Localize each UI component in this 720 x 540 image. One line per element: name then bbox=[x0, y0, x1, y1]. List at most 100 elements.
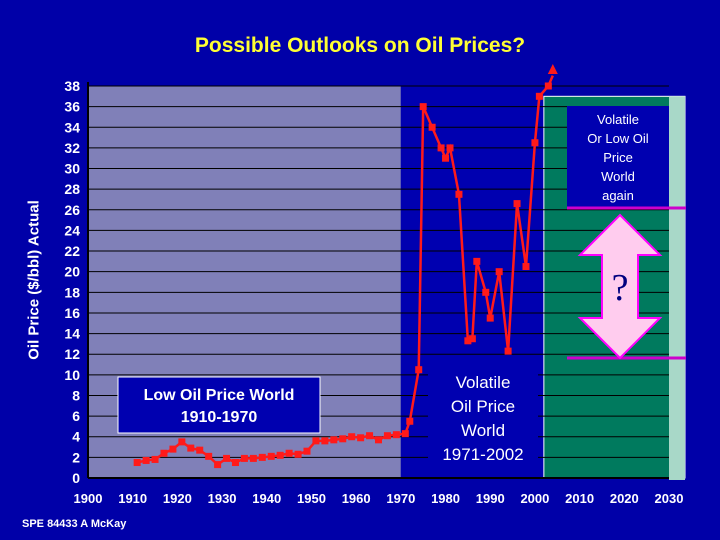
data-point bbox=[544, 82, 552, 90]
future-label-box bbox=[567, 106, 669, 208]
y-tick-label: 30 bbox=[64, 161, 80, 177]
data-point bbox=[415, 366, 423, 374]
x-tick-label: 1940 bbox=[252, 491, 281, 506]
low-oil-label-line2: 1910-1970 bbox=[181, 409, 258, 426]
data-point bbox=[231, 459, 239, 467]
data-point bbox=[294, 450, 302, 458]
x-tick-label: 1970 bbox=[386, 491, 415, 506]
y-tick-label: 36 bbox=[64, 99, 80, 115]
low-oil-label-line1: Low Oil Price World bbox=[144, 387, 295, 404]
y-tick-label: 4 bbox=[72, 429, 80, 445]
y-tick-label: 0 bbox=[72, 470, 80, 486]
data-point bbox=[531, 139, 539, 147]
future-label-line2: Or Low Oil bbox=[587, 131, 649, 146]
series-arrow-head bbox=[547, 64, 558, 74]
data-point bbox=[267, 452, 275, 460]
data-point bbox=[473, 257, 481, 265]
y-tick-label: 10 bbox=[64, 367, 80, 383]
data-point bbox=[522, 263, 530, 271]
data-point bbox=[339, 435, 347, 443]
data-point bbox=[482, 288, 490, 296]
data-point bbox=[437, 144, 445, 152]
y-tick-label: 12 bbox=[64, 346, 80, 362]
volatile-label-box bbox=[428, 365, 538, 465]
y-tick-label: 16 bbox=[64, 305, 80, 321]
data-point bbox=[258, 453, 266, 461]
data-point bbox=[455, 190, 463, 198]
data-point bbox=[303, 447, 311, 455]
data-point bbox=[312, 437, 320, 445]
y-tick-label: 20 bbox=[64, 264, 80, 280]
data-point bbox=[486, 314, 494, 322]
y-tick-label: 22 bbox=[64, 243, 80, 259]
y-tick-label: 18 bbox=[64, 284, 80, 300]
data-point bbox=[428, 123, 436, 131]
data-point bbox=[276, 451, 284, 459]
data-point bbox=[285, 449, 293, 457]
x-tick-label: 2010 bbox=[565, 491, 594, 506]
data-point bbox=[495, 268, 503, 276]
data-point bbox=[205, 452, 213, 460]
x-tick-label: 1980 bbox=[431, 491, 460, 506]
x-tick-label: 1920 bbox=[163, 491, 192, 506]
y-tick-label: 28 bbox=[64, 181, 80, 197]
x-tick-label: 2020 bbox=[610, 491, 639, 506]
data-point bbox=[348, 433, 356, 441]
data-point bbox=[535, 92, 543, 100]
x-tick-label: 1990 bbox=[476, 491, 505, 506]
x-tick-label: 1950 bbox=[297, 491, 326, 506]
data-point bbox=[223, 454, 231, 462]
data-point bbox=[442, 154, 450, 162]
chart-title: Possible Outlooks on Oil Prices? bbox=[194, 34, 526, 57]
volatile-label-line4: 1971-2002 bbox=[442, 445, 523, 464]
data-point bbox=[392, 431, 400, 439]
data-point bbox=[321, 437, 329, 445]
y-tick-label: 8 bbox=[72, 387, 80, 403]
volatile-label-line2: Oil Price bbox=[451, 397, 515, 416]
future-label-line4: World bbox=[601, 169, 635, 184]
future-label-line1: Volatile bbox=[597, 112, 639, 127]
y-tick-label: 2 bbox=[72, 449, 80, 465]
double-arrow-icon bbox=[577, 213, 663, 360]
data-point bbox=[169, 445, 177, 453]
data-point bbox=[406, 417, 414, 425]
y-tick-label: 34 bbox=[64, 119, 80, 135]
data-point bbox=[446, 144, 454, 152]
y-tick-label: 6 bbox=[72, 408, 80, 424]
data-point bbox=[401, 430, 409, 438]
data-point bbox=[196, 446, 204, 454]
series-line bbox=[136, 75, 554, 467]
data-point bbox=[187, 444, 195, 452]
y-tick-label: 24 bbox=[64, 222, 80, 238]
data-point bbox=[375, 436, 382, 444]
data-point bbox=[366, 432, 374, 440]
volatile-label-line1: Volatile bbox=[456, 373, 511, 392]
data-point bbox=[142, 456, 150, 464]
data-point bbox=[419, 103, 427, 111]
data-point bbox=[214, 461, 222, 469]
data-point bbox=[464, 337, 472, 345]
data-point bbox=[133, 459, 141, 467]
y-tick-label: 14 bbox=[64, 326, 80, 342]
data-point bbox=[178, 438, 186, 446]
data-point bbox=[330, 436, 338, 444]
data-point bbox=[160, 449, 168, 457]
volatile-label-line3: World bbox=[461, 421, 505, 440]
question-mark: ? bbox=[612, 267, 629, 309]
data-point bbox=[357, 434, 365, 442]
data-point bbox=[240, 454, 248, 462]
y-tick-label: 38 bbox=[64, 78, 80, 94]
x-tick-label: 2030 bbox=[655, 491, 684, 506]
region-future-edge bbox=[669, 96, 685, 480]
low-oil-label-box bbox=[117, 376, 321, 434]
data-point bbox=[504, 347, 512, 355]
data-point bbox=[468, 335, 476, 343]
data-point bbox=[151, 455, 159, 463]
credit-text: SPE 84433 A McKay bbox=[22, 518, 127, 530]
data-point bbox=[383, 432, 391, 440]
data-point bbox=[249, 454, 257, 462]
x-tick-label: 2000 bbox=[520, 491, 549, 506]
y-tick-label: 26 bbox=[64, 202, 80, 218]
y-tick-label: 32 bbox=[64, 140, 80, 156]
